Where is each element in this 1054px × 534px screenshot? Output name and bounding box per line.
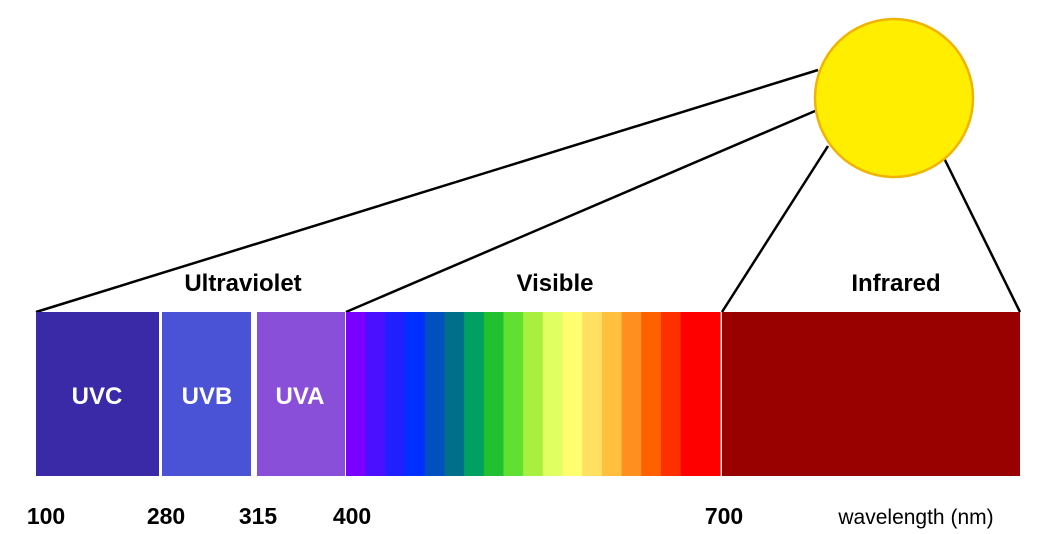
visible-stripe [483,312,505,476]
visible-stripe [601,312,623,476]
visible-stripe [385,312,406,476]
visible-stripe [680,312,701,476]
visible-stripe [641,312,662,476]
visible-stripe [582,312,603,476]
uvb-label: UVB [182,383,233,410]
visible-stripe [542,312,564,476]
wavelength-unit-label: wavelength (nm) [837,506,993,529]
visible-stripe [621,312,642,476]
sun-ray-infrared-right [942,157,1022,313]
visible-stripe [562,312,583,476]
sun-icon [813,17,975,179]
uva-label: UVA [276,383,325,410]
visible-stripe [700,312,721,476]
visible-stripe [464,312,485,476]
ultraviolet-label: Ultraviolet [184,270,301,297]
visible-stripe [503,312,524,476]
visible-stripe [405,312,426,476]
uvc-band [36,312,159,476]
visible-label: Visible [517,270,594,297]
infrared-band [722,312,1020,476]
spectrum-bar [36,312,1020,476]
visible-stripe [444,312,465,476]
visible-stripe [346,312,367,476]
sun-ray-ultraviolet [35,68,819,314]
tick-100: 100 [27,503,65,529]
uva-band [257,312,345,476]
visible-stripe [365,312,386,476]
sun-ray-infrared-left [720,145,830,313]
uvb-band [162,312,251,476]
visible-stripe [424,312,446,476]
tick-700: 700 [705,503,743,529]
infrared-label: Infrared [851,270,940,297]
visible-stripe [660,312,682,476]
uvc-label: UVC [72,383,123,410]
tick-400: 400 [333,503,371,529]
visible-band [346,312,721,476]
tick-315: 315 [239,503,278,529]
sun-ray-visible [345,106,823,314]
tick-280: 280 [147,503,185,529]
visible-stripe [523,312,544,476]
